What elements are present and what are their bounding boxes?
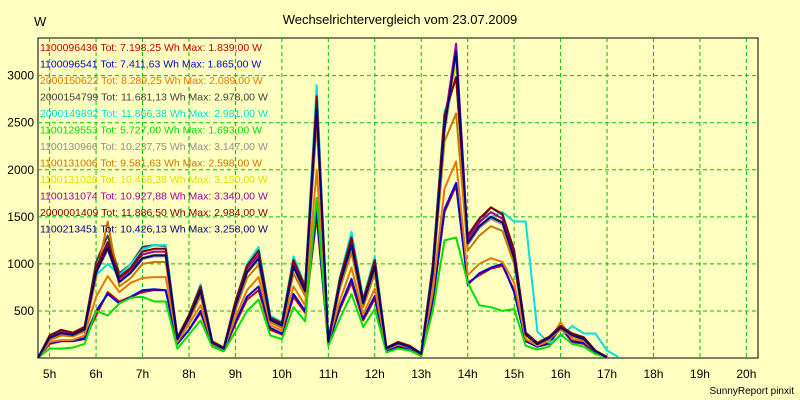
x-tick-label: 7h xyxy=(136,367,149,381)
y-axis-unit: W xyxy=(34,14,47,29)
x-tick-label: 13h xyxy=(411,367,431,381)
chart-title: Wechselrichtervergleich vom 23.07.2009 xyxy=(283,12,518,27)
legend-entry: 2000001409 Tot: 11.886,50 Wh Max: 2.984,… xyxy=(40,207,268,219)
legend-entry: 1100130966 Tot: 10.237,75 Wh Max: 3.147,… xyxy=(40,141,268,153)
x-axis: 5h 6h 7h 8h 9h 10h 11h 12h 13h 14h 15h 16h 17h 18h 19h… xyxy=(43,367,756,381)
x-tick-label: 20h xyxy=(736,367,756,381)
x-tick-label: 14h xyxy=(458,367,478,381)
x-tick-label: 15h xyxy=(504,367,524,381)
y-tick-label: 3000 xyxy=(7,69,34,83)
x-tick-label: 18h xyxy=(643,367,663,381)
legend-entry: 1100129553 Tot: 5.727,00 Wh Max: 1.693,0… xyxy=(40,125,262,137)
legend: 1100096436 Tot: 7.198,25 Wh Max: 1.839,0… xyxy=(40,42,268,236)
y-tick-label: 1000 xyxy=(7,257,34,271)
x-tick-label: 5h xyxy=(43,367,56,381)
x-tick-label: 10h xyxy=(272,367,292,381)
y-axis: 500 1000 1500 2000 2500 3000 xyxy=(7,69,34,318)
x-tick-label: 16h xyxy=(551,367,571,381)
series-line xyxy=(37,50,608,359)
legend-entry: 1100131006 Tot: 9.581,63 Wh Max: 2.598,0… xyxy=(40,158,262,170)
y-tick-label: 2000 xyxy=(7,163,34,177)
y-tick-label: 1500 xyxy=(7,210,34,224)
x-tick-label: 12h xyxy=(365,367,385,381)
legend-entry: 1100096541 Tot: 7.411,63 Wh Max: 1.865,0… xyxy=(40,59,261,71)
series-line xyxy=(37,160,608,359)
series-line xyxy=(37,197,608,359)
legend-entry: 2000154799 Tot: 11.681,13 Wh Max: 2.978,… xyxy=(40,92,268,104)
plot-area xyxy=(37,37,759,359)
legend-entry: 1100213451 Tot: 10.426,13 Wh Max: 3.258,… xyxy=(40,224,268,236)
x-tick-label: 17h xyxy=(597,367,617,381)
y-tick-label: 2500 xyxy=(7,116,34,130)
legend-entry: 2000150622 Tot: 8.289,25 Wh Max: 2.089,0… xyxy=(40,75,263,87)
x-tick-label: 8h xyxy=(182,367,195,381)
x-tick-label: 11h xyxy=(319,367,338,381)
legend-entry: 1100131028 Tot: 10.458,38 Wh Max: 3.150,… xyxy=(40,174,268,186)
legend-entry: 1100131074 Tot: 10.927,88 Wh Max: 3.340,… xyxy=(40,191,268,203)
x-tick-label: 19h xyxy=(690,367,710,381)
footer-credit: SunnyReport pinxit xyxy=(710,386,795,397)
legend-entry: 2000149892 Tot: 11.866,38 Wh Max: 2.981,… xyxy=(40,108,268,120)
series-layer xyxy=(37,42,620,359)
legend-entry: 1100096436 Tot: 7.198,25 Wh Max: 1.839,0… xyxy=(40,42,262,54)
x-tick-label: 6h xyxy=(89,367,102,381)
y-tick-label: 500 xyxy=(14,304,34,318)
x-tick-label: 9h xyxy=(229,367,242,381)
